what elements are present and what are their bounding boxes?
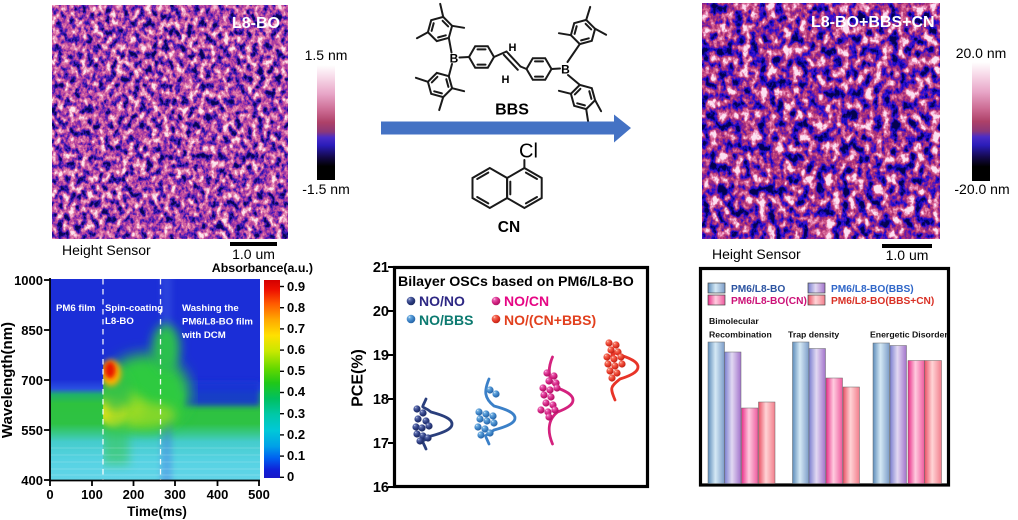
svg-text:0.2: 0.2: [287, 427, 305, 442]
svg-text:400: 400: [207, 487, 229, 502]
svg-text:0: 0: [46, 487, 53, 502]
svg-text:PM6/L8-BO(CN): PM6/L8-BO(CN): [731, 296, 807, 307]
svg-text:19: 19: [373, 348, 389, 364]
svg-text:Absorbance(a.u.): Absorbance(a.u.): [212, 261, 313, 275]
svg-text:0.4: 0.4: [287, 384, 306, 399]
svg-text:PM6 film: PM6 film: [56, 303, 95, 314]
svg-text:400: 400: [21, 473, 43, 488]
svg-text:700: 700: [21, 373, 43, 388]
svg-text:200: 200: [123, 487, 145, 502]
svg-text:Time(ms): Time(ms): [127, 504, 187, 519]
svg-text:0.8: 0.8: [287, 300, 305, 315]
svg-text:1000: 1000: [14, 273, 43, 288]
svg-text:Energetic Disorder: Energetic Disorder: [870, 330, 948, 340]
svg-text:L8-BO: L8-BO: [105, 316, 134, 327]
svg-text:PCE(%): PCE(%): [350, 349, 367, 407]
svg-text:B: B: [561, 63, 570, 77]
svg-text:Spin-coating: Spin-coating: [105, 303, 163, 314]
svg-text:500: 500: [248, 487, 270, 502]
svg-text:NO/(CN+BBS): NO/(CN+BBS): [504, 312, 596, 328]
svg-text:BBS: BBS: [495, 102, 529, 119]
svg-text:0.9: 0.9: [287, 279, 305, 294]
svg-text:PM6/L8-BO(BBS): PM6/L8-BO(BBS): [831, 284, 914, 295]
svg-text:18: 18: [373, 392, 389, 408]
svg-text:H: H: [502, 74, 510, 86]
svg-text:Recombination: Recombination: [709, 330, 772, 340]
svg-text:H: H: [509, 42, 517, 54]
svg-text:300: 300: [164, 487, 186, 502]
svg-text:16: 16: [373, 480, 389, 496]
svg-text:Wavelength(nm): Wavelength(nm): [0, 322, 16, 438]
svg-text:B: B: [450, 52, 459, 66]
svg-text:0.6: 0.6: [287, 342, 305, 357]
svg-text:17: 17: [373, 436, 389, 452]
svg-text:0.3: 0.3: [287, 406, 305, 421]
svg-text:21: 21: [373, 260, 389, 276]
svg-text:0: 0: [287, 469, 294, 484]
svg-text:NO/BBS: NO/BBS: [419, 312, 473, 328]
svg-text:0.1: 0.1: [287, 448, 305, 463]
svg-text:PM6/L8-BO(BBS+CN): PM6/L8-BO(BBS+CN): [831, 296, 934, 307]
svg-text:NO/CN: NO/CN: [504, 293, 549, 309]
svg-text:Washing the: Washing the: [182, 303, 239, 314]
svg-text:PM6/L8-BO: PM6/L8-BO: [731, 284, 785, 295]
svg-text:Trap density: Trap density: [788, 330, 839, 340]
svg-text:0.5: 0.5: [287, 363, 305, 378]
svg-text:PM6/L8-BO film: PM6/L8-BO film: [182, 317, 253, 328]
svg-text:Bilayer OSCs based on PM6/L8-B: Bilayer OSCs based on PM6/L8-BO: [398, 274, 634, 290]
svg-text:CN: CN: [498, 219, 520, 236]
svg-text:100: 100: [81, 487, 103, 502]
svg-text:20: 20: [373, 304, 389, 320]
svg-text:850: 850: [21, 323, 43, 338]
svg-text:Cl: Cl: [519, 141, 538, 163]
svg-text:with DCM: with DCM: [181, 330, 226, 341]
svg-text:550: 550: [21, 423, 43, 438]
svg-text:Bimolecular: Bimolecular: [709, 316, 759, 326]
svg-text:0.7: 0.7: [287, 321, 305, 336]
svg-text:NO/NO: NO/NO: [419, 293, 465, 309]
